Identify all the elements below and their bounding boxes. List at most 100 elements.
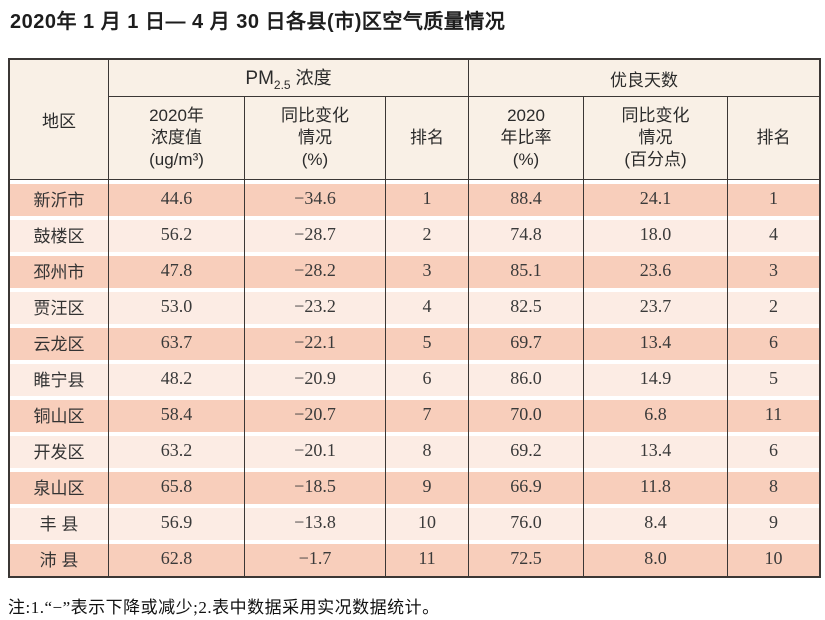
table-row: 鼓楼区 56.2 −28.7 2 74.8 18.0 4 <box>10 216 820 252</box>
gooddays-ratio-cell: 82.5 <box>469 288 585 324</box>
gooddays-ratio-cell: 69.7 <box>469 324 585 360</box>
col-group-good-days: 优良天数 <box>469 60 820 97</box>
page-title: 2020年 1 月 1 日— 4 月 30 日各县(市)区空气质量情况 <box>10 11 506 33</box>
gooddays-ratio-cell: 74.8 <box>469 216 585 252</box>
pm25-change-cell: −23.2 <box>245 288 386 324</box>
footnote: 注:1.“−”表示下降或减少;2.表中数据采用实况数据统计。 <box>8 598 440 617</box>
pm25-value-cell: 44.6 <box>109 180 245 216</box>
col-header-gooddays-ratio: 2020 年比率 (%) <box>469 97 585 180</box>
gooddays-rank-cell: 10 <box>728 540 820 576</box>
pm25-rank-cell: 7 <box>386 396 470 432</box>
gooddays-ratio-cell: 69.2 <box>469 432 585 468</box>
table-row: 沛 县 62.8 −1.7 11 72.5 8.0 10 <box>10 540 820 576</box>
pm25-rank-cell: 11 <box>386 540 470 576</box>
gooddays-change-cell: 24.1 <box>584 180 729 216</box>
pm25-change-cell: −20.9 <box>245 360 386 396</box>
gooddays-rank-cell: 6 <box>728 324 820 360</box>
pm25-value-cell: 56.2 <box>109 216 245 252</box>
pm25-rank-cell: 5 <box>386 324 470 360</box>
gooddays-rank-cell: 2 <box>728 288 820 324</box>
pm25-value-cell: 48.2 <box>109 360 245 396</box>
gooddays-ratio-cell: 70.0 <box>469 396 585 432</box>
pm25-change-cell: −28.2 <box>245 252 386 288</box>
region-cell: 鼓楼区 <box>10 216 109 252</box>
region-cell: 沛 县 <box>10 540 109 576</box>
air-quality-table: 地区 PM2.5 浓度 优良天数 2020年 浓度值 (ug/m³) 同比变化 … <box>8 58 822 578</box>
pm25-rank-cell: 2 <box>386 216 470 252</box>
col-header-pm25-value: 2020年 浓度值 (ug/m³) <box>109 97 245 180</box>
col-header-gooddays-change: 同比变化 情况 (百分点) <box>584 97 729 180</box>
table-row: 邳州市 47.8 −28.2 3 85.1 23.6 3 <box>10 252 820 288</box>
pm25-change-cell: −34.6 <box>245 180 386 216</box>
table-row: 泉山区 65.8 −18.5 9 66.9 11.8 8 <box>10 468 820 504</box>
gooddays-ratio-cell: 88.4 <box>469 180 585 216</box>
pm25-rank-cell: 6 <box>386 360 470 396</box>
gooddays-rank-cell: 3 <box>728 252 820 288</box>
gooddays-change-cell: 13.4 <box>584 432 729 468</box>
gooddays-rank-cell: 4 <box>728 216 820 252</box>
pm25-rank-cell: 8 <box>386 432 470 468</box>
pm25-value-cell: 62.8 <box>109 540 245 576</box>
pm25-rank-cell: 10 <box>386 504 470 540</box>
pm25-change-cell: −13.8 <box>245 504 386 540</box>
region-cell: 贾汪区 <box>10 288 109 324</box>
gooddays-change-cell: 11.8 <box>584 468 729 504</box>
gooddays-ratio-cell: 86.0 <box>469 360 585 396</box>
gooddays-change-cell: 6.8 <box>584 396 729 432</box>
pm25-change-cell: −18.5 <box>245 468 386 504</box>
table-row: 丰 县 56.9 −13.8 10 76.0 8.4 9 <box>10 504 820 540</box>
table-row: 睢宁县 48.2 −20.9 6 86.0 14.9 5 <box>10 360 820 396</box>
region-cell: 邳州市 <box>10 252 109 288</box>
gooddays-rank-cell: 5 <box>728 360 820 396</box>
table-row: 铜山区 58.4 −20.7 7 70.0 6.8 11 <box>10 396 820 432</box>
pm25-rank-cell: 3 <box>386 252 470 288</box>
gooddays-ratio-cell: 85.1 <box>469 252 585 288</box>
gooddays-change-cell: 23.6 <box>584 252 729 288</box>
gooddays-ratio-cell: 72.5 <box>469 540 585 576</box>
pm25-value-cell: 56.9 <box>109 504 245 540</box>
gooddays-rank-cell: 6 <box>728 432 820 468</box>
gooddays-rank-cell: 8 <box>728 468 820 504</box>
pm25-value-cell: 47.8 <box>109 252 245 288</box>
region-cell: 泉山区 <box>10 468 109 504</box>
col-header-region: 地区 <box>10 60 109 180</box>
pm25-change-cell: −1.7 <box>245 540 386 576</box>
pm25-label: PM2.5 浓度 <box>245 68 332 92</box>
col-header-gooddays-rank: 排名 <box>728 97 820 180</box>
table-header: 地区 PM2.5 浓度 优良天数 2020年 浓度值 (ug/m³) 同比变化 … <box>10 60 820 180</box>
header-group-row: 地区 PM2.5 浓度 优良天数 <box>10 60 820 180</box>
region-cell: 开发区 <box>10 432 109 468</box>
table-row: 开发区 63.2 −20.1 8 69.2 13.4 6 <box>10 432 820 468</box>
table-body: 新沂市 44.6 −34.6 1 88.4 24.1 1 鼓楼区 56.2 −2… <box>10 180 820 576</box>
pm25-change-cell: −28.7 <box>245 216 386 252</box>
col-group-pm25: PM2.5 浓度 <box>109 60 470 97</box>
gooddays-change-cell: 8.0 <box>584 540 729 576</box>
gooddays-rank-cell: 11 <box>728 396 820 432</box>
gooddays-rank-cell: 9 <box>728 504 820 540</box>
pm25-value-cell: 58.4 <box>109 396 245 432</box>
region-cell: 云龙区 <box>10 324 109 360</box>
gooddays-change-cell: 23.7 <box>584 288 729 324</box>
gooddays-change-cell: 8.4 <box>584 504 729 540</box>
pm25-rank-cell: 9 <box>386 468 470 504</box>
table-row: 新沂市 44.6 −34.6 1 88.4 24.1 1 <box>10 180 820 216</box>
header-sub-row: 2020年 浓度值 (ug/m³) 同比变化 情况 (%) 排名 2020 年比… <box>10 97 820 180</box>
col-header-pm25-rank: 排名 <box>386 97 470 180</box>
pm25-value-cell: 63.2 <box>109 432 245 468</box>
region-cell: 丰 县 <box>10 504 109 540</box>
gooddays-ratio-cell: 66.9 <box>469 468 585 504</box>
pm25-change-cell: −20.1 <box>245 432 386 468</box>
pm25-value-cell: 53.0 <box>109 288 245 324</box>
region-cell: 新沂市 <box>10 180 109 216</box>
pm25-value-cell: 65.8 <box>109 468 245 504</box>
pm25-change-cell: −22.1 <box>245 324 386 360</box>
gooddays-change-cell: 14.9 <box>584 360 729 396</box>
gooddays-rank-cell: 1 <box>728 180 820 216</box>
pm25-rank-cell: 1 <box>386 180 470 216</box>
gooddays-ratio-cell: 76.0 <box>469 504 585 540</box>
region-cell: 睢宁县 <box>10 360 109 396</box>
pm25-rank-cell: 4 <box>386 288 470 324</box>
gooddays-change-cell: 18.0 <box>584 216 729 252</box>
region-cell: 铜山区 <box>10 396 109 432</box>
col-header-pm25-change: 同比变化 情况 (%) <box>245 97 386 180</box>
